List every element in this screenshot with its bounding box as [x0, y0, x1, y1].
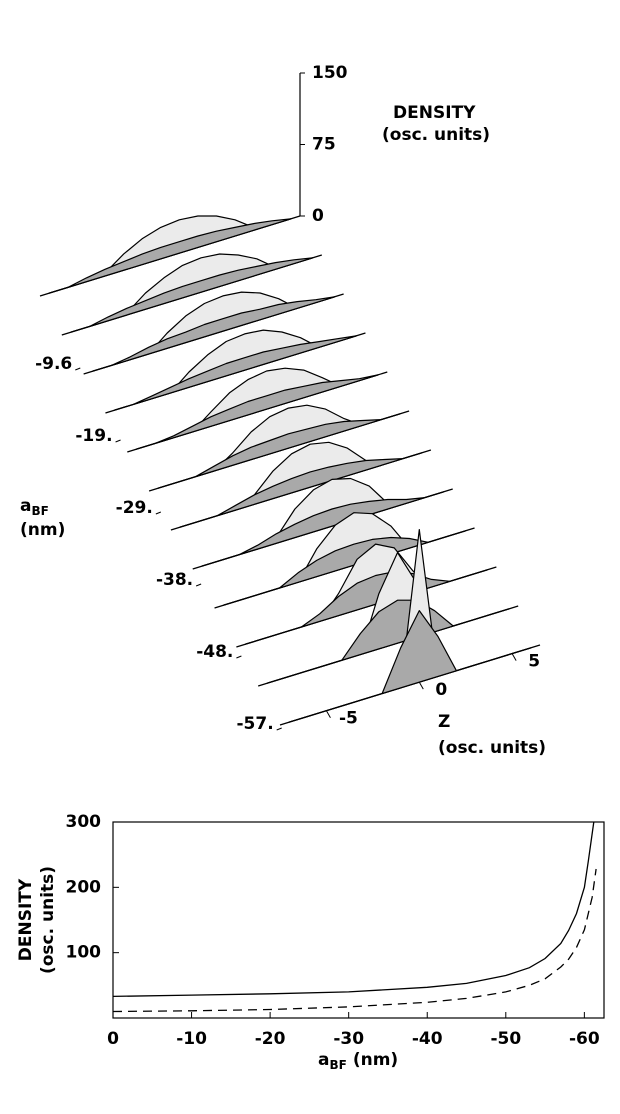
a-axis-label: aBF — [20, 496, 49, 518]
a-tick-label: -48. — [196, 642, 233, 662]
a-tick-label: -38. — [156, 570, 193, 590]
x-tick-label: -30 — [333, 1029, 364, 1049]
a-tick-label: -19. — [75, 426, 112, 446]
density-area — [179, 452, 423, 528]
a-tick-label: -9.6 — [35, 354, 72, 374]
y-tick-label: 0 — [312, 206, 324, 226]
density-area — [70, 257, 314, 333]
a-tick-label: -29. — [116, 498, 153, 518]
z-tick — [325, 710, 331, 718]
density-unit: (osc. units) — [382, 125, 490, 145]
plot-frame — [112, 821, 605, 1019]
y-tick-label: 200 — [66, 877, 102, 897]
a-tick-label: -57. — [237, 714, 274, 734]
a-tick — [75, 367, 81, 371]
x-tick-label: -60 — [569, 1029, 600, 1049]
x-tick-label: -20 — [255, 1029, 286, 1049]
line-series — [112, 868, 597, 1013]
y-tick-label: 75 — [312, 135, 336, 155]
x-label-sub: BF — [329, 1058, 346, 1072]
z-tick-label: 5 — [528, 652, 540, 672]
a-tick — [155, 511, 162, 515]
density-area — [266, 599, 510, 684]
density-area — [48, 218, 292, 294]
y-tick-label: 300 — [66, 812, 102, 832]
a-tick — [195, 583, 202, 587]
a-label-sub: BF — [31, 504, 48, 518]
a-tick — [115, 439, 121, 443]
y-axis-label: DENSITY — [16, 878, 36, 961]
x-tick-label: -10 — [176, 1029, 207, 1049]
line-series — [112, 821, 595, 998]
density-label: DENSITY — [393, 103, 476, 123]
x-axis-label: aBF (nm) — [318, 1050, 398, 1072]
x-tick-label: 0 — [107, 1029, 119, 1049]
density-area — [92, 296, 335, 372]
z-axis-label: Z — [438, 712, 450, 732]
z-tick-label: -5 — [339, 709, 358, 729]
a-tick — [236, 655, 242, 659]
z-axis-unit: (osc. units) — [438, 738, 546, 758]
a-tick — [276, 727, 282, 731]
a-axis-unit: (nm) — [20, 520, 65, 540]
y-axis-unit: (osc. units) — [38, 866, 58, 974]
density-area — [136, 374, 379, 450]
y-tick-label: 150 — [312, 63, 348, 83]
x-tick-label: -50 — [490, 1029, 521, 1049]
density-area — [114, 335, 357, 411]
density-area — [157, 413, 401, 489]
density-area — [201, 491, 444, 567]
density-area — [223, 530, 466, 606]
z-tick — [511, 653, 517, 661]
a-label-main: a — [20, 496, 31, 516]
x-label-unit: (nm) — [353, 1050, 398, 1070]
density-area — [288, 610, 532, 723]
z-tick — [418, 681, 424, 690]
y-tick-label: 100 — [66, 943, 102, 963]
x-tick-label: -40 — [412, 1029, 443, 1049]
z-tick-label: 0 — [435, 680, 447, 700]
x-label-main: a — [318, 1050, 329, 1070]
